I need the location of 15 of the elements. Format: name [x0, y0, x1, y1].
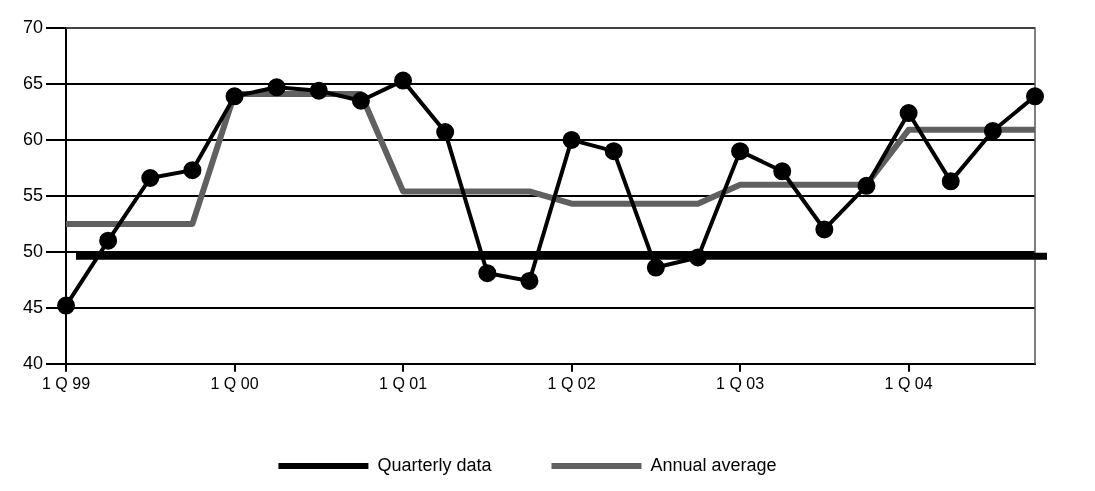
x-tick-label: 1 Q 01 [379, 374, 428, 392]
y-tick-label: 65 [22, 72, 44, 93]
x-tick-label: 1 Q 02 [547, 374, 596, 392]
legend-label: Annual average [650, 454, 777, 475]
y-tick-label: 40 [22, 352, 44, 373]
x-tick-label: 1 Q 00 [210, 374, 259, 392]
y-tick-label: 70 [22, 16, 44, 37]
y-tick-label: 50 [22, 240, 44, 261]
x-tick-label: 1 Q 03 [716, 374, 765, 392]
x-tick-label: 1 Q 99 [42, 374, 91, 392]
y-tick-label: 45 [22, 296, 44, 317]
y-tick-label: 60 [22, 128, 44, 149]
legend-label: Quarterly data [377, 454, 493, 475]
y-tick-label: 55 [22, 184, 44, 205]
x-tick-label: 1 Q 04 [884, 374, 933, 392]
